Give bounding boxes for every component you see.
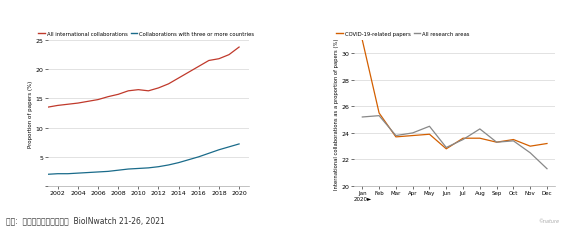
Legend: COVID-19-related papers, All research areas: COVID-19-related papers, All research ar… xyxy=(337,32,470,37)
Y-axis label: International collaborations as a proportion of papers (%): International collaborations as a propor… xyxy=(334,38,339,189)
Text: 자료:  생명공학정책연구센터  BioINwatch 21-26, 2021: 자료: 생명공학정책연구센터 BioINwatch 21-26, 2021 xyxy=(6,216,164,225)
Text: ©nature: ©nature xyxy=(539,218,559,223)
Legend: All international collaborations, Collaborations with three or more countries: All international collaborations, Collab… xyxy=(38,32,254,37)
Y-axis label: Proportion of papers (%): Proportion of papers (%) xyxy=(28,80,33,147)
